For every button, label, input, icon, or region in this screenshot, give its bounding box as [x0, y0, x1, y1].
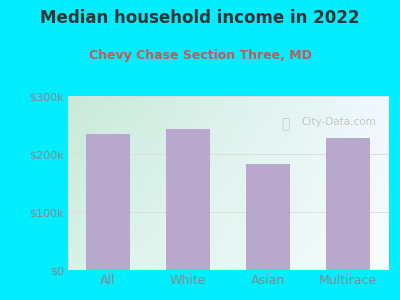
Bar — [326, 138, 370, 270]
Bar — [166, 129, 210, 270]
Bar — [246, 164, 290, 270]
Text: Chevy Chase Section Three, MD: Chevy Chase Section Three, MD — [88, 50, 312, 62]
Text: Median household income in 2022: Median household income in 2022 — [40, 9, 360, 27]
Text: ⓘ: ⓘ — [281, 117, 289, 131]
Bar — [86, 134, 130, 270]
Text: City-Data.com: City-Data.com — [302, 117, 376, 127]
